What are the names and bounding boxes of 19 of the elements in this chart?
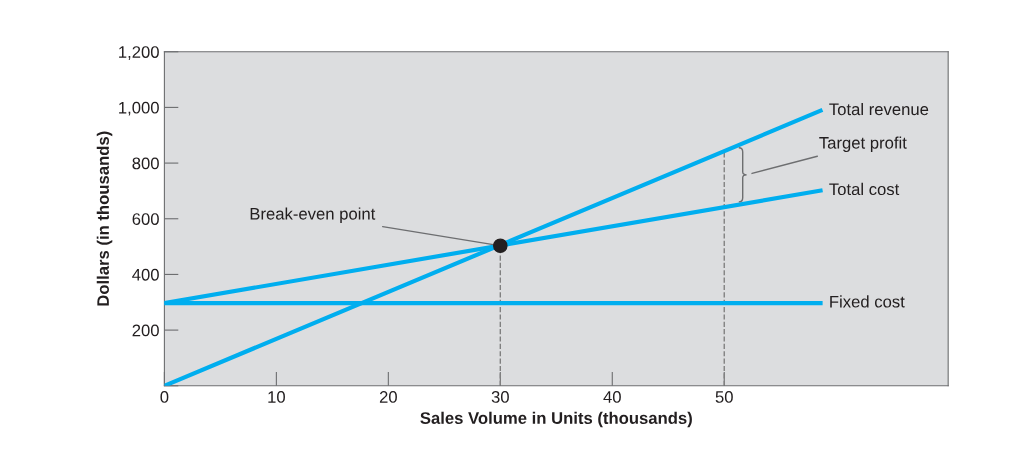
- series-label: Total cost: [829, 182, 900, 196]
- y-tick-label: 800: [132, 157, 159, 170]
- series-label: Total revenue: [829, 102, 929, 116]
- y-tick-label: 600: [132, 213, 159, 225]
- y-tick-label: 1,200: [119, 46, 159, 60]
- series-label: Fixed cost: [830, 295, 905, 308]
- y-tick-label: 1,000: [119, 101, 159, 116]
- x-tick-label: 40: [603, 391, 621, 403]
- x-tick-label: 0: [160, 391, 169, 403]
- x-tick-label: 10: [268, 391, 285, 403]
- annotation: Target profit: [819, 136, 907, 153]
- x-axis-title: Sales Volume in Units (thousands): [420, 411, 692, 428]
- annotation: Break-even point: [250, 207, 376, 223]
- x-tick-label: 20: [379, 391, 397, 403]
- y-tick-label: 400: [132, 268, 159, 281]
- x-tick-label: 50: [715, 391, 733, 403]
- y-tick-label: 200: [132, 324, 159, 337]
- y-axis-title: Dollars (in thousands): [96, 131, 113, 306]
- x-tick-label: 30: [491, 391, 509, 403]
